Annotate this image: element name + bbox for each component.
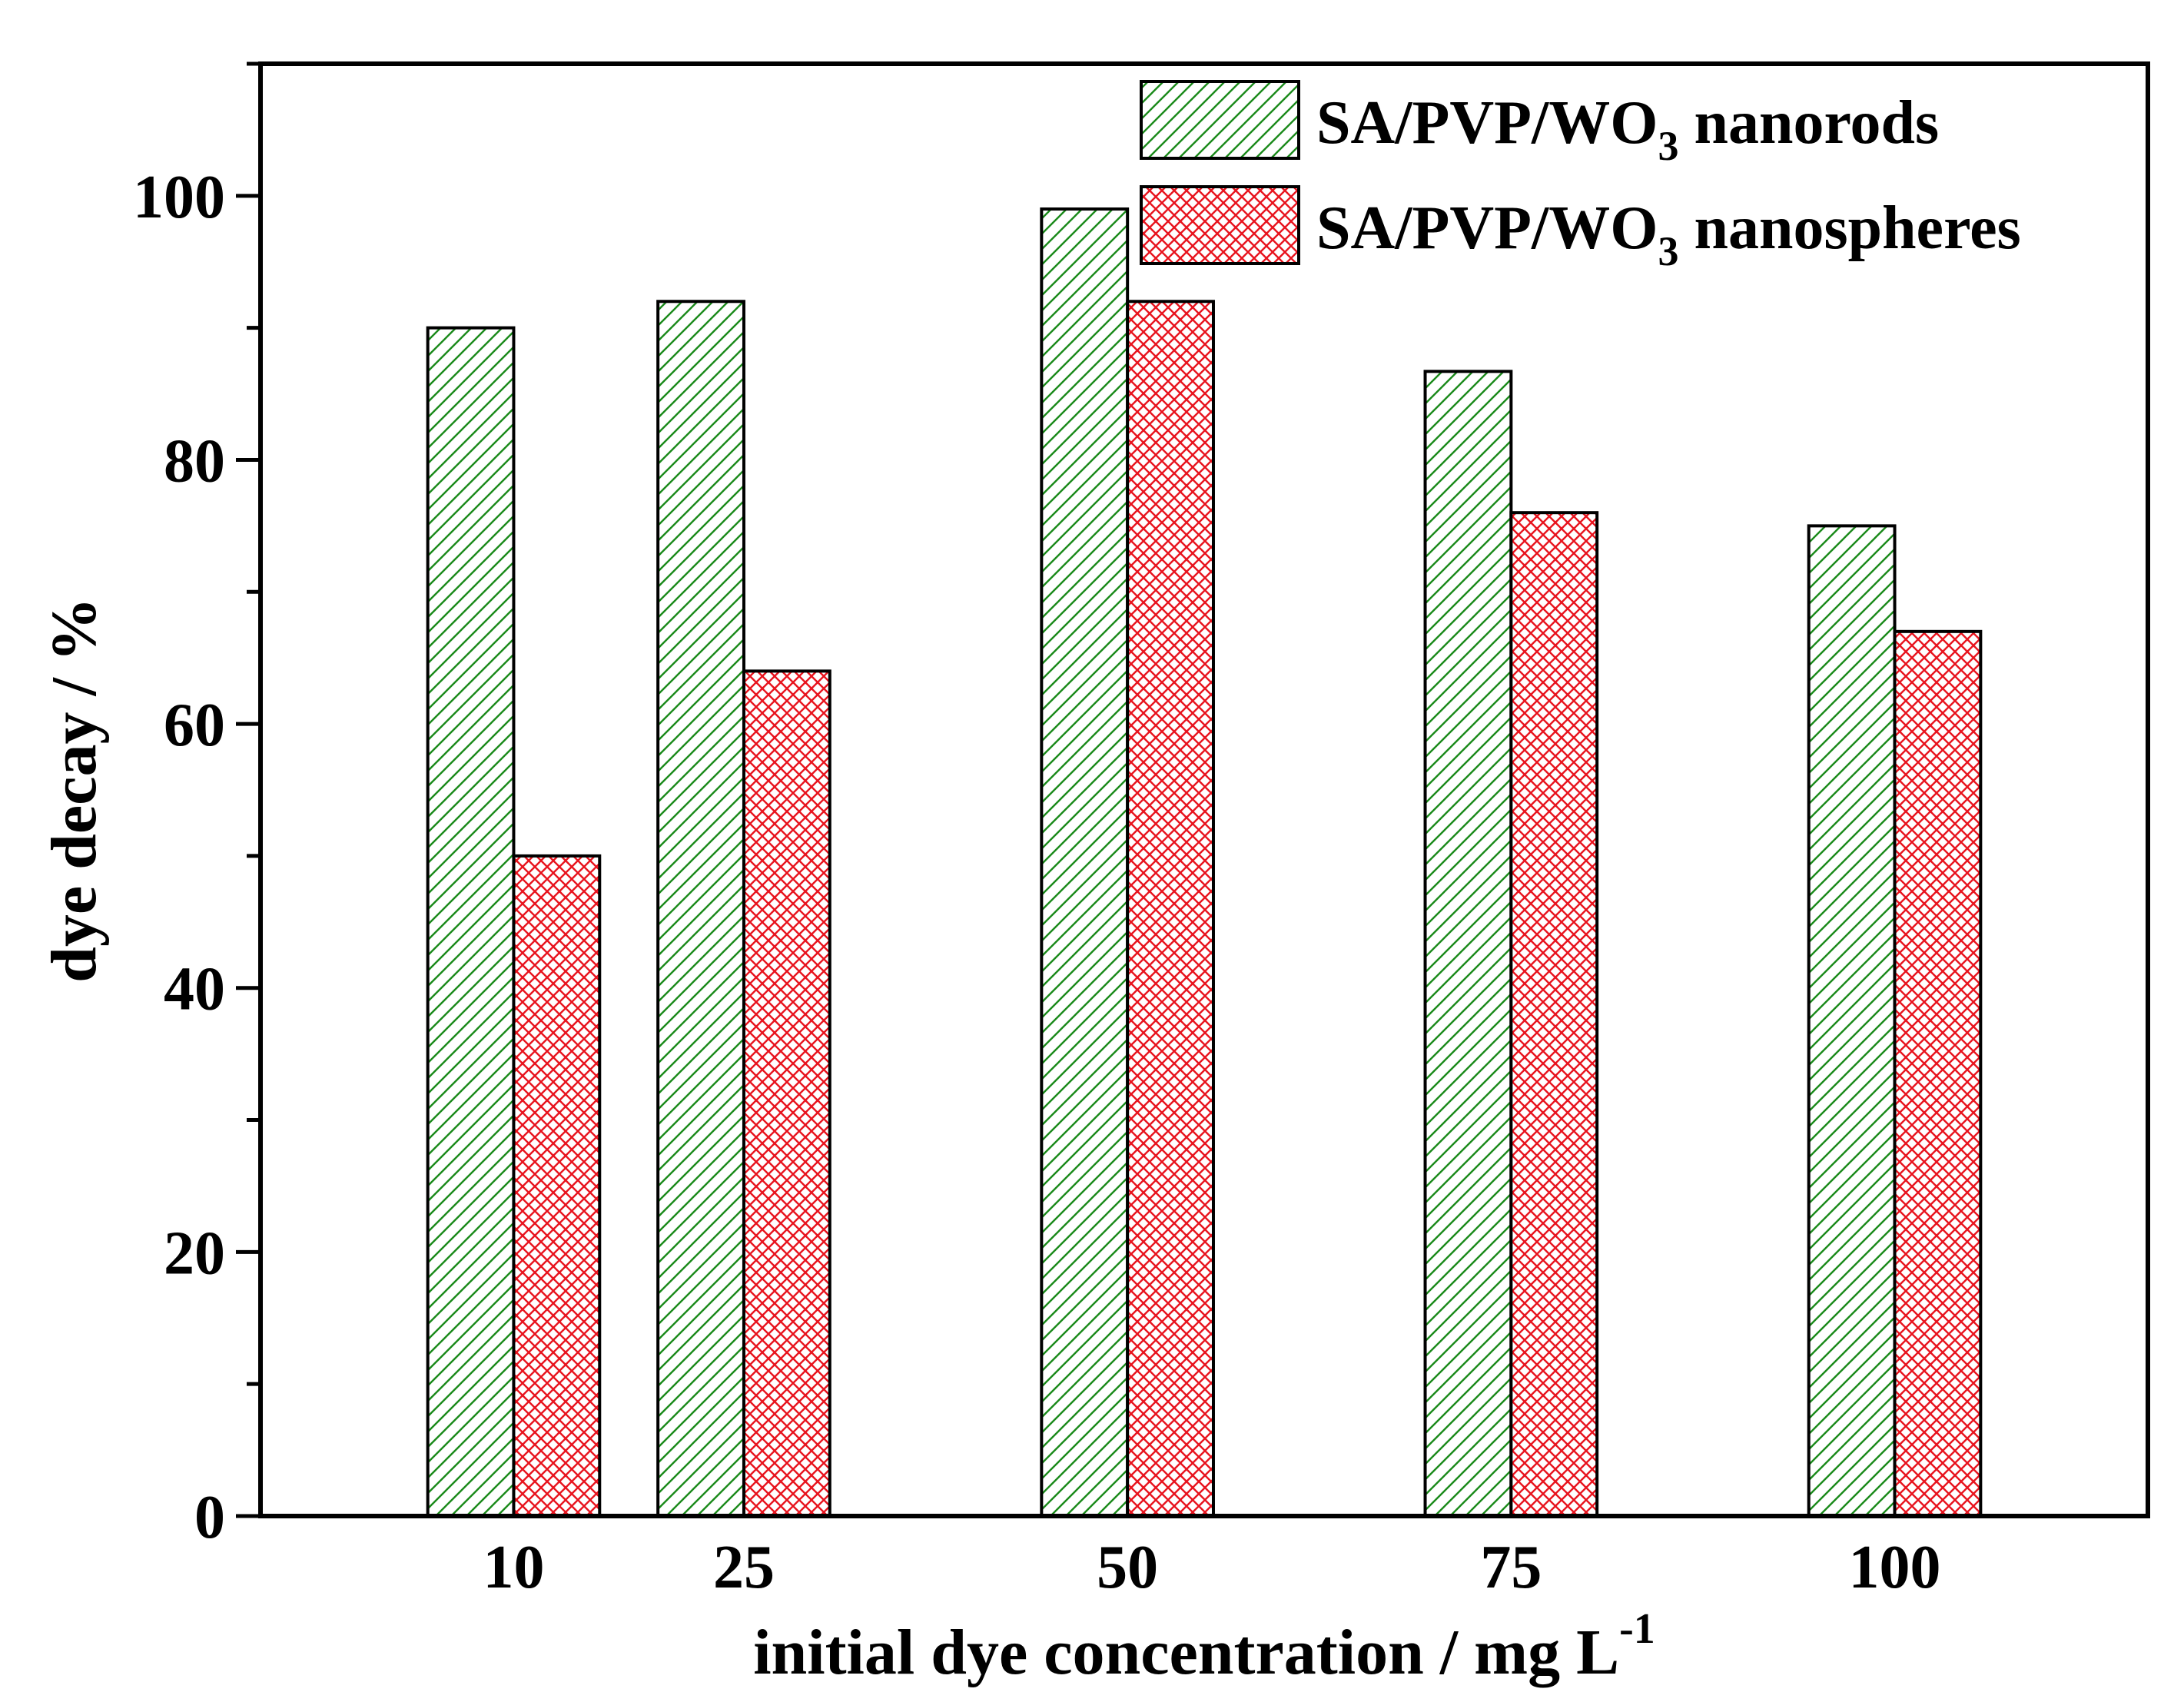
x-axis-label-superscript: -1 [1619, 1605, 1655, 1653]
bar-nanospheres-100 [1893, 629, 1983, 1518]
bar-nanorods-50 [1040, 207, 1130, 1518]
legend-label-nanospheres: SA/PVP/WO3 nanospheres [1316, 194, 2021, 274]
bar-nanospheres-50 [1126, 300, 1215, 1518]
y-axis-ticks: 0 20 40 60 80 100 [133, 61, 261, 1551]
legend-nanorods-sub: 3 [1658, 123, 1678, 169]
x-tick-label-100: 100 [1849, 1534, 1941, 1601]
legend-nanorods-tail: nanorods [1678, 89, 1939, 157]
bar-nanospheres-25 [742, 669, 831, 1518]
x-axis-label: initial dye concentration / mg L-1 [753, 1605, 1655, 1688]
legend-nanospheres-sub: 3 [1658, 228, 1678, 274]
y-tick-label-80: 80 [164, 427, 225, 495]
x-tick-label-10: 10 [483, 1534, 544, 1601]
legend-swatch-nanospheres [1140, 185, 1300, 265]
x-tick-label-50: 50 [1097, 1534, 1158, 1601]
y-tick-label-0: 0 [194, 1484, 225, 1551]
y-tick-label-40: 40 [164, 956, 225, 1024]
legend-entry-nanospheres: SA/PVP/WO3 nanospheres [1140, 185, 2021, 274]
bar-nanorods-10 [426, 326, 516, 1518]
bar-nanorods-25 [656, 300, 745, 1518]
legend-nanorods-main: SA/PVP/WO [1316, 89, 1658, 157]
y-axis-label: dye decay / % [38, 597, 110, 983]
bar-nanospheres-75 [1509, 511, 1599, 1518]
bar-nanorods-100 [1807, 524, 1897, 1518]
legend-label-nanorods: SA/PVP/WO3 nanorods [1316, 89, 1939, 169]
legend-entry-nanorods: SA/PVP/WO3 nanorods [1140, 80, 1939, 169]
legend-nanospheres-main: SA/PVP/WO [1316, 194, 1658, 262]
x-tick-label-75: 75 [1480, 1534, 1542, 1601]
y-tick-label-100: 100 [133, 164, 225, 231]
bar-nanorods-75 [1423, 370, 1513, 1518]
legend-swatch-nanorods [1140, 80, 1300, 160]
y-tick-label-60: 60 [164, 692, 225, 759]
x-tick-label-25: 25 [713, 1534, 775, 1601]
x-axis-ticks: 10 25 50 75 100 [483, 1534, 1940, 1601]
legend: SA/PVP/WO3 nanorods SA/PVP/WO3 nanospher… [1140, 80, 2021, 274]
bars-layer [426, 207, 1983, 1518]
y-tick-label-20: 20 [164, 1219, 225, 1287]
bar-nanospheres-10 [512, 854, 602, 1518]
x-axis-label-text: initial dye concentration / mg L [753, 1617, 1619, 1688]
axes-layer [258, 61, 2150, 1518]
legend-nanospheres-tail: nanospheres [1678, 194, 2020, 262]
plot-frame [258, 61, 2150, 1518]
